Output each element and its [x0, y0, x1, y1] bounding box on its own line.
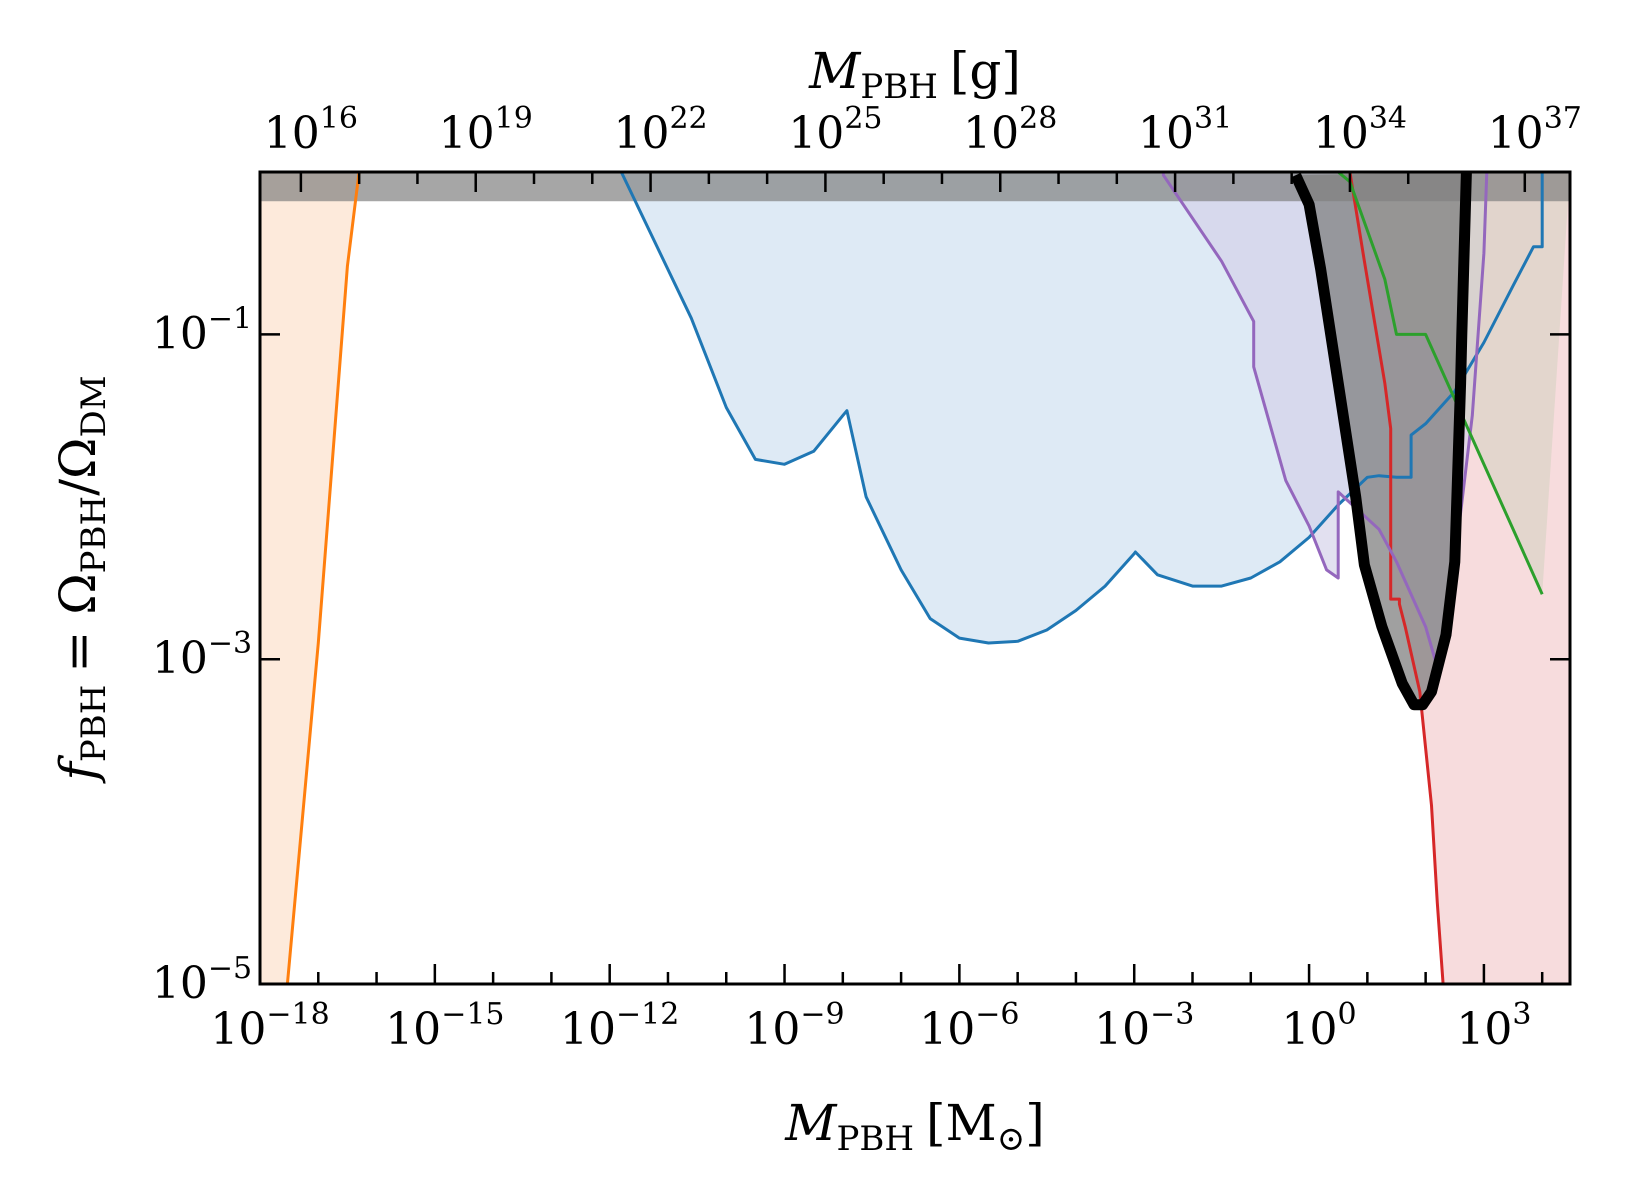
x-tick-label-top: 1034 [1313, 101, 1407, 159]
plot-frame [258, 170, 1572, 986]
band-rect [260, 172, 1570, 202]
x-tick-label-bottom: 10−15 [385, 997, 504, 1055]
line-red [1348, 172, 1445, 984]
y-axis-title: fPBH= ΩPBH/ΩDM [49, 375, 114, 784]
constraint-fills [260, 172, 1570, 984]
x-tick-label-top: 1019 [439, 101, 533, 159]
x-tick-label-bottom: 10−9 [744, 997, 844, 1055]
x-tick-label-bottom: 10−18 [210, 997, 329, 1055]
x-tick-label-bottom: 10−3 [1094, 997, 1194, 1055]
line-purple [1161, 172, 1489, 669]
constraint-lines [285, 172, 1544, 984]
x-tick-label-top: 1028 [963, 101, 1057, 159]
line-orange [285, 172, 361, 984]
x-tick-label-bottom: 100 [1282, 997, 1357, 1055]
x-tick-label-top: 1022 [613, 101, 707, 159]
x-tick-label-top: 1031 [1138, 101, 1232, 159]
y-tick-label: 10−5 [152, 951, 252, 1009]
upper-band [260, 172, 1570, 202]
line-green [1337, 172, 1544, 595]
fill-orange [260, 172, 360, 984]
y-tick-label: 10−1 [152, 301, 252, 359]
x-axis-bottom-title: MPBH [M⊙] [784, 1094, 1044, 1159]
x-tick-label-top: 1037 [1488, 101, 1582, 159]
line-black [1290, 172, 1472, 711]
x-tick-label-bottom: 10−12 [560, 997, 679, 1055]
y-tick-label: 10−3 [152, 626, 252, 684]
line-blue [619, 172, 1544, 645]
x-axis-top-title: MPBH [g] [808, 42, 1021, 107]
fill-black [1295, 172, 1467, 705]
x-tick-label-bottom: 103 [1456, 997, 1531, 1055]
x-tick-label-bottom: 10−6 [919, 997, 1019, 1055]
x-tick-label-top: 1016 [264, 101, 358, 159]
tick-labels: 10−18 10−15 10−12 10−9 10−6 10−3 100 103 1016 101… [152, 101, 1582, 1055]
x-tick-label-top: 1025 [788, 101, 882, 159]
